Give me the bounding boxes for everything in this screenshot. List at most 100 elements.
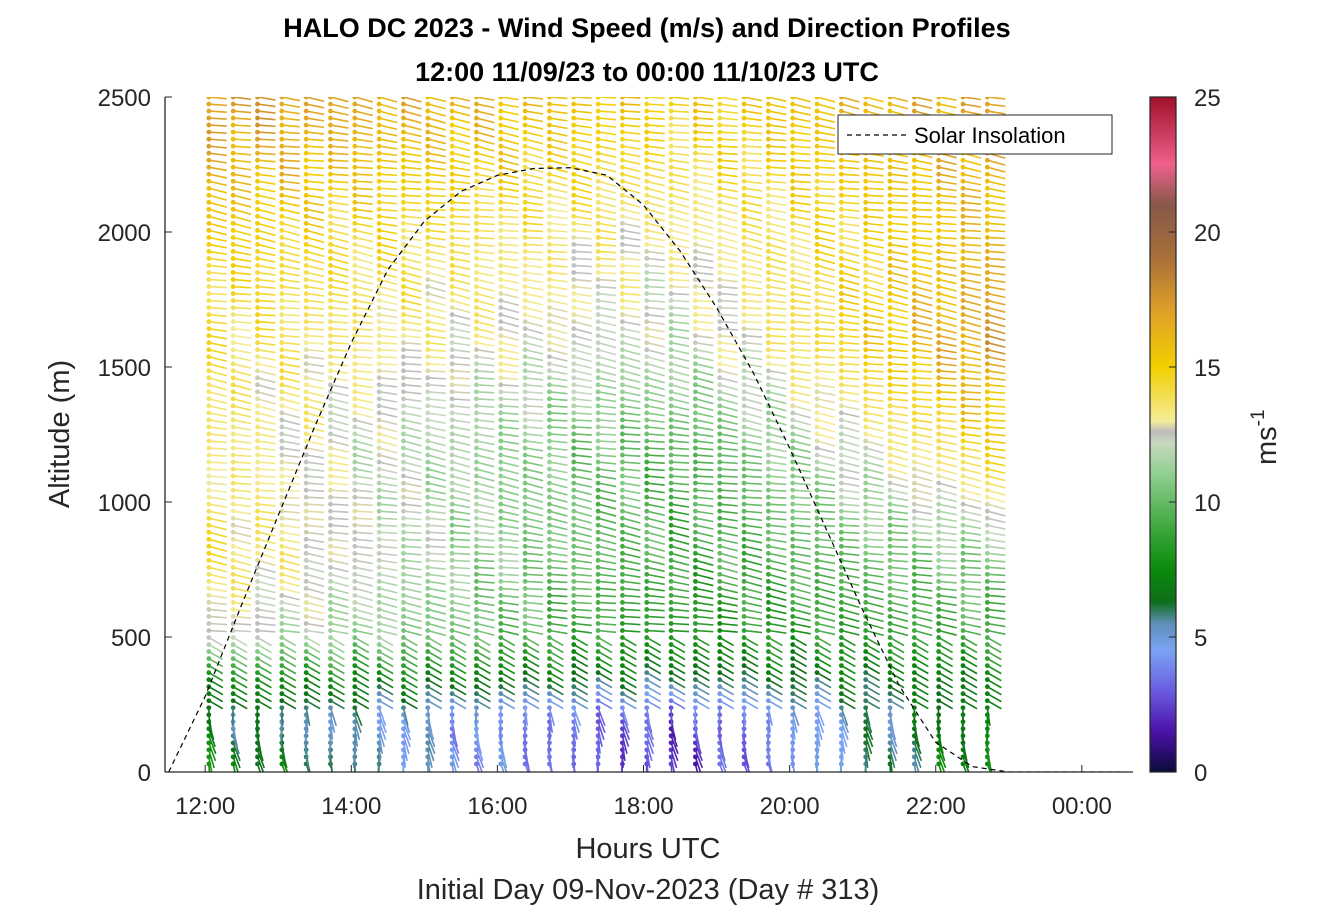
wind-barb — [330, 343, 348, 344]
wind-barb-dot — [352, 586, 357, 591]
wind-barb-dot — [377, 495, 382, 500]
wind-barb-dot — [815, 453, 820, 458]
wind-barb-dot — [644, 474, 649, 479]
wind-barb-dot — [474, 137, 479, 142]
wind-barb-dot — [523, 389, 528, 394]
wind-barb-dot — [498, 593, 503, 598]
wind-barb-dot — [206, 130, 211, 135]
wind-barb-dot — [377, 312, 382, 317]
wind-barb-dot — [571, 389, 576, 394]
wind-barb-dot — [206, 298, 211, 303]
wind-barb — [574, 420, 592, 421]
wind-barb-dot — [693, 565, 698, 570]
wind-barb-dot — [742, 607, 747, 612]
wind-barb-dot — [231, 565, 236, 570]
wind-barb-dot — [717, 432, 722, 437]
wind-barb-dot — [231, 102, 236, 107]
wind-barb-dot — [450, 284, 455, 289]
wind-barb-dot — [377, 242, 382, 247]
wind-barb-dot — [717, 326, 722, 331]
wind-barb-dot — [644, 544, 649, 549]
wind-barb-dot — [547, 432, 552, 437]
wind-barb-dot — [425, 572, 430, 577]
wind-barb-dot — [523, 593, 528, 598]
wind-barb-dot — [693, 249, 698, 254]
wind-barb-dot — [596, 361, 601, 366]
wind-barb-dot — [547, 179, 552, 184]
wind-barb-dot — [231, 579, 236, 584]
wind-barb-dot — [255, 214, 260, 219]
wind-barb-dot — [255, 242, 260, 247]
wind-barb-dot — [255, 207, 260, 212]
wind-barb-dot — [255, 495, 260, 500]
wind-barb-dot — [547, 474, 552, 479]
wind-barb-dot — [474, 705, 479, 710]
wind-barb-dot — [547, 389, 552, 394]
wind-barb-dot — [596, 439, 601, 444]
wind-barb — [525, 413, 543, 414]
wind-barb-dot — [815, 593, 820, 598]
wind-barb-dot — [328, 305, 333, 310]
wind-barb-dot — [328, 628, 333, 633]
wind-barb-dot — [450, 649, 455, 654]
wind-barb-dot — [206, 474, 211, 479]
wind-barb-dot — [669, 509, 674, 514]
wind-barb-dot — [231, 137, 236, 142]
wind-barb — [671, 294, 689, 295]
wind-barb-dot — [377, 263, 382, 268]
wind-barb-dot — [450, 684, 455, 689]
wind-barb-dot — [474, 228, 479, 233]
wind-barb-dot — [328, 502, 333, 507]
wind-barb-dot — [328, 340, 333, 345]
wind-barb — [525, 574, 543, 575]
wind-barb — [282, 153, 300, 154]
wind-barb — [793, 160, 811, 161]
wind-barb — [647, 294, 665, 295]
wind-barb-dot — [766, 516, 771, 521]
wind-barb-dot — [377, 488, 382, 493]
wind-barb-dot — [790, 333, 795, 338]
wind-barb-dot — [620, 467, 625, 472]
wind-barb-dot — [669, 368, 674, 373]
wind-barb-dot — [425, 368, 430, 373]
wind-barb-dot — [279, 200, 284, 205]
wind-barb-dot — [790, 130, 795, 135]
wind-barb-dot — [742, 179, 747, 184]
wind-barb-dot — [231, 607, 236, 612]
wind-barb-dot — [742, 544, 747, 549]
wind-barb-dot — [474, 635, 479, 640]
wind-barb — [452, 560, 470, 561]
wind-barb-dot — [450, 691, 455, 696]
wind-barb-dot — [669, 425, 674, 430]
wind-barb-dot — [401, 109, 406, 114]
wind-barb-dot — [352, 467, 357, 472]
wind-barb-dot — [790, 544, 795, 549]
wind-barb-dot — [742, 186, 747, 191]
wind-barb-dot — [450, 677, 455, 682]
wind-barb-dot — [742, 467, 747, 472]
wind-barb-dot — [620, 375, 625, 380]
wind-barb-dot — [328, 495, 333, 500]
wind-barb-dot — [352, 200, 357, 205]
wind-barb-dot — [231, 411, 236, 416]
wind-barb-dot — [620, 607, 625, 612]
wind-barb-dot — [669, 291, 674, 296]
wind-barb-dot — [596, 214, 601, 219]
wind-barb-dot — [279, 207, 284, 212]
wind-barb-dot — [304, 474, 309, 479]
wind-barb-dot — [766, 537, 771, 542]
wind-barb-dot — [547, 277, 552, 282]
wind-barb-dot — [231, 396, 236, 401]
wind-barb-dot — [790, 425, 795, 430]
wind-barb — [768, 167, 786, 168]
wind-barb-dot — [815, 586, 820, 591]
wind-barb — [598, 602, 616, 603]
wind-barb-dot — [644, 291, 649, 296]
wind-barb-dot — [571, 684, 576, 689]
wind-barb-dot — [255, 228, 260, 233]
wind-barb-dot — [255, 102, 260, 107]
wind-barb-dot — [279, 193, 284, 198]
wind-barb-dot — [815, 446, 820, 451]
wind-barb-dot — [815, 158, 820, 163]
